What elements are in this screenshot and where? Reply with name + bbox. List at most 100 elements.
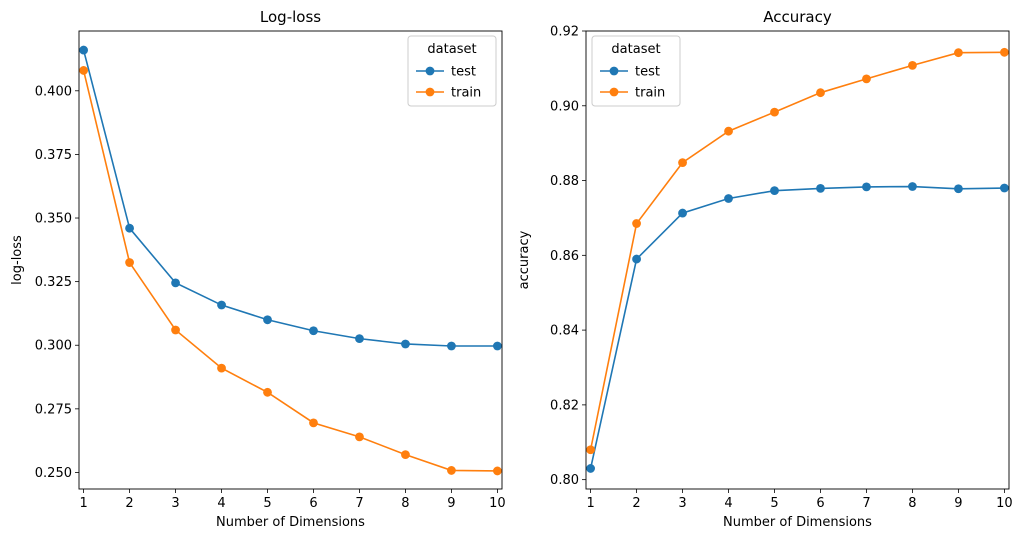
y-tick-label: 0.350 xyxy=(35,212,72,227)
data-point xyxy=(816,88,825,98)
data-point xyxy=(862,74,871,84)
legend: dataset test train xyxy=(591,35,681,107)
series-train xyxy=(586,47,1009,455)
y-tick-label: 0.84 xyxy=(550,324,579,339)
data-point xyxy=(263,315,272,325)
x-axis-label: Number of Dimensions xyxy=(216,515,365,530)
legend-marker-train xyxy=(609,87,619,97)
x-tick-label: 4 xyxy=(724,496,732,511)
data-point xyxy=(954,48,963,58)
data-point xyxy=(678,208,687,218)
y-tick-label: 0.88 xyxy=(550,174,579,189)
data-point xyxy=(79,45,88,55)
chart-accuracy: Accuracy 1 2 3 4 5 6 7 8 9 10 0.80 0.82 0.84 0.86 0.88 0… xyxy=(517,8,1013,530)
x-tick-label: 6 xyxy=(309,496,317,511)
data-point xyxy=(770,107,779,117)
y-tick-label: 0.90 xyxy=(550,99,579,114)
data-point xyxy=(493,466,502,476)
y-tick-label: 0.250 xyxy=(35,466,72,481)
x-tick-label: 6 xyxy=(816,496,824,511)
series-line-test xyxy=(82,49,498,347)
legend-marker-test xyxy=(425,66,435,76)
data-point xyxy=(171,325,180,335)
data-point xyxy=(724,126,733,136)
data-point xyxy=(217,300,226,310)
legend-label-train: train xyxy=(635,86,665,101)
data-point xyxy=(1000,183,1009,193)
x-tick-label: 5 xyxy=(770,496,778,511)
data-point xyxy=(309,326,318,336)
plot-frame xyxy=(585,30,1010,490)
data-point xyxy=(908,182,917,191)
series-test xyxy=(586,182,1009,473)
legend: dataset test train xyxy=(407,35,497,107)
data-point xyxy=(632,254,641,264)
y-tick-label: 0.86 xyxy=(550,249,579,264)
legend-marker-test xyxy=(609,66,619,76)
data-point xyxy=(309,418,318,428)
x-tick-label: 3 xyxy=(171,496,179,511)
chart-log-loss: Log-loss 1 2 3 4 5 6 7 8 9 10 0.250 0.275 0.300 0.325 0… xyxy=(10,8,506,530)
data-point xyxy=(954,184,963,194)
data-point xyxy=(401,450,410,460)
data-point xyxy=(263,387,272,397)
data-point xyxy=(862,182,871,192)
x-tick-label: 1 xyxy=(586,496,594,511)
data-point xyxy=(355,432,364,442)
legend-label-test: test xyxy=(451,65,476,80)
y-tick-label: 0.325 xyxy=(35,275,72,290)
y-tick-label: 0.400 xyxy=(35,84,72,99)
series-line-train xyxy=(82,70,498,472)
x-tick-label: 2 xyxy=(632,496,640,511)
data-point xyxy=(447,466,456,475)
data-point xyxy=(770,186,779,196)
data-point xyxy=(908,60,917,70)
data-point xyxy=(125,223,134,233)
data-point xyxy=(632,219,641,228)
y-tick-label: 0.80 xyxy=(550,473,579,488)
x-tick-label: 3 xyxy=(678,496,686,511)
data-point xyxy=(724,194,733,203)
data-point xyxy=(493,341,502,351)
x-tick-label: 8 xyxy=(401,496,409,511)
data-point xyxy=(79,66,88,75)
legend-label-test: test xyxy=(635,65,660,80)
series-line-train xyxy=(589,51,1005,450)
x-tick-label: 9 xyxy=(954,496,962,511)
x-tick-label: 2 xyxy=(125,496,133,511)
y-tick-label: 0.275 xyxy=(35,402,72,417)
legend-title: dataset xyxy=(611,42,660,57)
x-tick-label: 5 xyxy=(263,496,271,511)
y-axis-label: log-loss xyxy=(10,235,25,285)
plot-frame xyxy=(78,30,503,490)
data-point xyxy=(447,341,456,351)
y-tick-label: 0.82 xyxy=(550,398,579,413)
chart-title: Log-loss xyxy=(260,8,321,26)
chart-title: Accuracy xyxy=(763,8,832,26)
data-point xyxy=(355,334,364,344)
data-point xyxy=(217,363,226,373)
legend-label-train: train xyxy=(451,86,481,101)
series-line-test xyxy=(589,185,1005,469)
x-tick-label: 4 xyxy=(217,496,225,511)
legend-title: dataset xyxy=(427,42,476,57)
data-point xyxy=(171,278,180,288)
y-axis-label: accuracy xyxy=(517,230,532,289)
data-point xyxy=(678,158,687,168)
x-tick-label: 10 xyxy=(489,496,506,511)
data-point xyxy=(1000,47,1009,57)
data-point xyxy=(586,464,595,473)
x-tick-label: 8 xyxy=(908,496,916,511)
x-tick-label: 7 xyxy=(862,496,870,511)
data-point xyxy=(816,184,825,193)
series-test xyxy=(79,45,502,351)
x-tick-label: 7 xyxy=(355,496,363,511)
x-axis-label: Number of Dimensions xyxy=(723,515,872,530)
y-tick-label: 0.375 xyxy=(35,148,72,163)
data-point xyxy=(125,258,134,267)
x-tick-label: 1 xyxy=(79,496,87,511)
y-tick-label: 0.92 xyxy=(550,25,579,40)
data-point xyxy=(586,445,595,455)
data-point xyxy=(401,339,410,349)
